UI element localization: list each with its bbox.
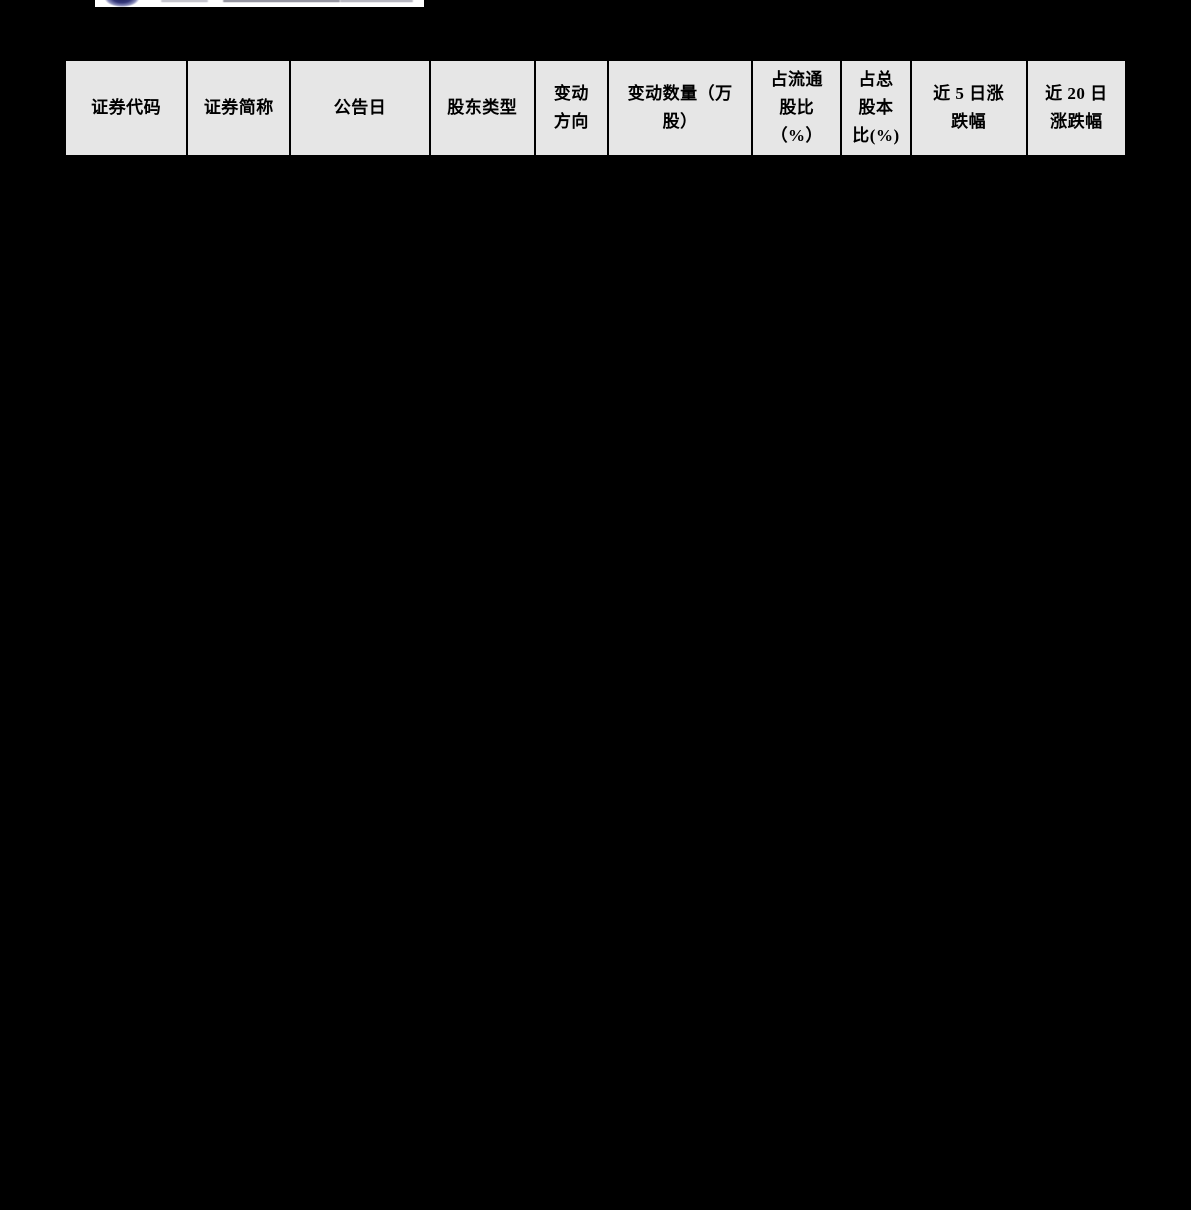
table-header-row: 证券代码 证券简称 公告日 股东类型 变动 方向 变动数量（万 股） 占流通 股…: [63, 59, 1128, 157]
col-header-change-quantity: 变动数量（万 股）: [606, 59, 754, 157]
shareholder-change-table: 证券代码 证券简称 公告日 股东类型 变动 方向 变动数量（万 股） 占流通 股…: [63, 59, 1128, 157]
col-header-pct-of-total: 占总 股本 比(%): [840, 59, 912, 157]
col-header-security-code: 证券代码: [63, 59, 189, 157]
col-header-pct-of-float: 占流通 股比 （%）: [751, 59, 843, 157]
partial-logo-mark-icon: [103, 0, 141, 7]
col-header-security-name: 证券简称: [186, 59, 292, 157]
col-header-5day-change: 近 5 日涨 跌幅: [909, 59, 1028, 157]
col-header-20day-change: 近 20 日 涨跌幅: [1025, 59, 1128, 157]
partial-logo-strip: [95, 0, 424, 7]
partial-logo-text-blur: [223, 0, 340, 2]
col-header-shareholder-type: 股东类型: [428, 59, 536, 157]
partial-logo-text-blur: [161, 0, 208, 2]
partial-logo-text-blur: [340, 0, 413, 2]
col-header-announcement-date: 公告日: [289, 59, 431, 157]
col-header-change-direction: 变动 方向: [533, 59, 609, 157]
